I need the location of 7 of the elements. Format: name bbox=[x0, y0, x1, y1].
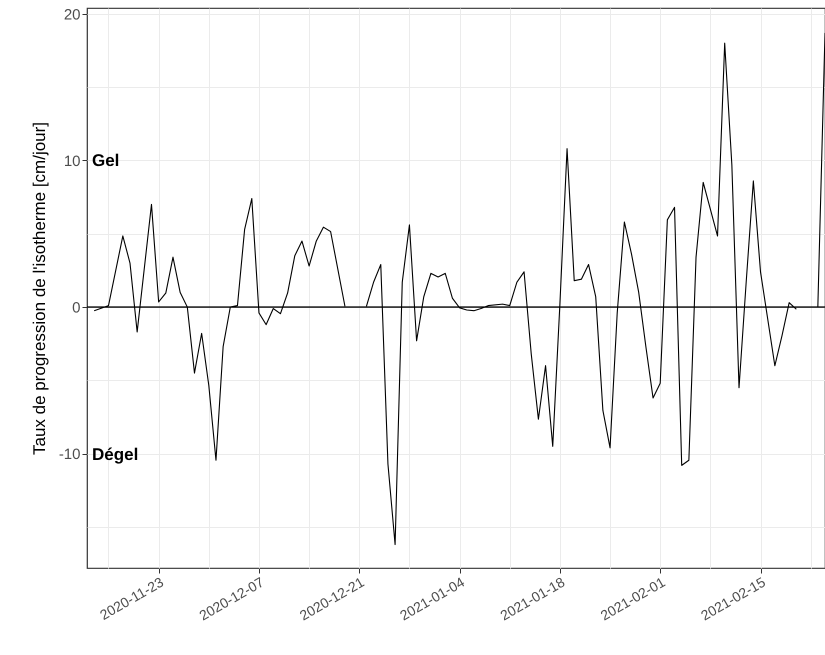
y-tick-label: -10 bbox=[58, 446, 80, 464]
y-axis-title: Taux de progression de l'isotherme [cm/jour] bbox=[30, 122, 49, 456]
annotation: Dégel bbox=[92, 444, 138, 464]
y-tick-label: 10 bbox=[64, 152, 80, 170]
y-tick-label: 0 bbox=[72, 300, 80, 317]
y-tick-label: 20 bbox=[64, 6, 80, 24]
annotation: Gel bbox=[92, 150, 120, 170]
